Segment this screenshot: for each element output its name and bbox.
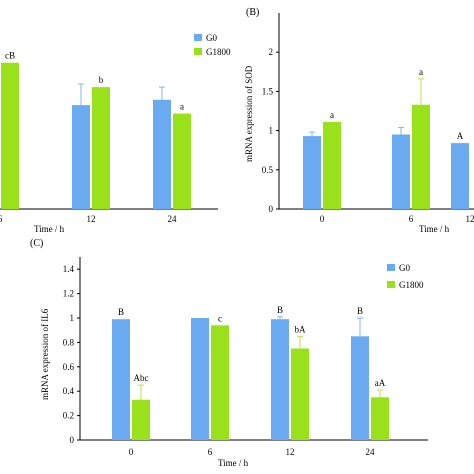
y-tick-label: 1.2 (63, 289, 74, 299)
significance-label: a (330, 110, 334, 120)
bar-g1800-6 (1, 62, 19, 209)
bar-g0-0 (303, 136, 321, 209)
panel-c: (C) mRNA expression of IL6 0 0.2 0.4 0.6 0.8… (30, 238, 428, 468)
x-tick-label: 6 (208, 447, 213, 457)
y-tick-label: 0.2 (63, 411, 74, 421)
panel-c-ylabel: mRNA expression of IL6 (40, 308, 50, 400)
bar-g0-12 (72, 105, 90, 209)
y-tick-label: 0.5 (262, 165, 274, 175)
legend-g0-swatch (194, 34, 202, 41)
x-tick-label: 6 (0, 214, 3, 224)
bar-g1800-6 (412, 104, 430, 209)
x-tick-label: 24 (366, 447, 376, 457)
significance-label: B (118, 307, 124, 317)
significance-label: B (357, 306, 363, 316)
panel-c-legend: G0 G1800 (387, 263, 424, 290)
panel-b: (B) mRNA expression of SOD 00.511.52 a0a… (244, 7, 474, 234)
panel-b-ylabel: mRNA expression of SOD (244, 65, 254, 162)
y-tick-label: 0 (70, 435, 75, 445)
legend-c-g1800-label: G1800 (399, 280, 424, 290)
significance-label: c (218, 313, 222, 323)
bar-g1800-12 (92, 87, 110, 209)
panel-a-marks: AcB6b12a24 (0, 51, 191, 224)
x-tick-label: 12 (87, 214, 96, 224)
panel-b-xlabel: Time / h (419, 224, 450, 234)
panel-b-marks: a 0 a 6 A 12 (303, 67, 474, 224)
bar-g0-6 (191, 318, 209, 440)
bar-g0-24 (153, 99, 171, 209)
significance-label: bA (295, 324, 307, 334)
legend-c-g0-label: G0 (399, 263, 410, 273)
panel-b-label: (B) (246, 7, 259, 18)
significance-label: Abc (134, 373, 149, 383)
panel-a-xlabel: Time / h (34, 224, 65, 234)
bar-g1800-0 (323, 121, 341, 209)
bar-g1800-24 (173, 113, 191, 209)
panel-c-yticks: 0 0.2 0.4 0.6 0.8 1 1.2 1.4 (63, 264, 80, 445)
bar-g0-6 (392, 134, 410, 209)
significance-label: B (277, 305, 283, 315)
legend-g1800-swatch (194, 48, 202, 55)
panel-a: G0 G1800 AcB6b12a24 Time / h (0, 33, 231, 234)
x-tick-label: 6 (409, 214, 414, 224)
y-tick-label: 2 (269, 47, 274, 57)
panel-a-legend: G0 G1800 (194, 33, 231, 57)
panel-c-xlabel: Time / h (218, 458, 249, 468)
significance-label: cB (5, 51, 15, 61)
x-tick-label: 24 (168, 214, 178, 224)
bar-g0-12 (271, 319, 289, 440)
panel-c-marks: B Abc 0 c 6 BbA 12 BaA 24 (112, 305, 389, 457)
bar-g1800-6 (211, 325, 229, 440)
significance-label: a (180, 102, 184, 112)
y-tick-label: 0 (269, 204, 274, 214)
legend-g1800-label: G1800 (206, 47, 231, 57)
legend-g0-label: G0 (206, 33, 217, 43)
bar-g1800-0 (132, 399, 150, 440)
bar-g0-0 (112, 319, 130, 440)
bar-g0-24 (351, 336, 369, 440)
x-tick-label: 12 (466, 214, 474, 224)
panel-c-label: (C) (30, 238, 43, 249)
significance-label: aA (375, 378, 386, 388)
y-tick-label: 0.4 (63, 386, 75, 396)
x-tick-label: 0 (320, 214, 325, 224)
y-tick-label: 0.6 (63, 362, 75, 372)
significance-label: A (457, 131, 464, 141)
bar-g1800-24 (371, 397, 389, 440)
y-tick-label: 1.4 (63, 264, 75, 274)
y-tick-label: 0.8 (63, 337, 75, 347)
legend-c-g0-swatch (387, 264, 395, 271)
y-tick-label: 1 (269, 126, 274, 136)
y-tick-label: 1 (70, 313, 75, 323)
y-tick-label: 1.5 (262, 86, 274, 96)
bar-g0-12 (451, 143, 469, 209)
panel-b-yticks: 0 0.5 1 1.5 2 (262, 47, 279, 214)
significance-label: a (419, 67, 423, 77)
x-tick-label: 0 (129, 447, 134, 457)
significance-label: b (99, 75, 104, 85)
bar-g1800-12 (291, 348, 309, 440)
legend-c-g1800-swatch (387, 281, 395, 288)
x-tick-label: 12 (286, 447, 295, 457)
